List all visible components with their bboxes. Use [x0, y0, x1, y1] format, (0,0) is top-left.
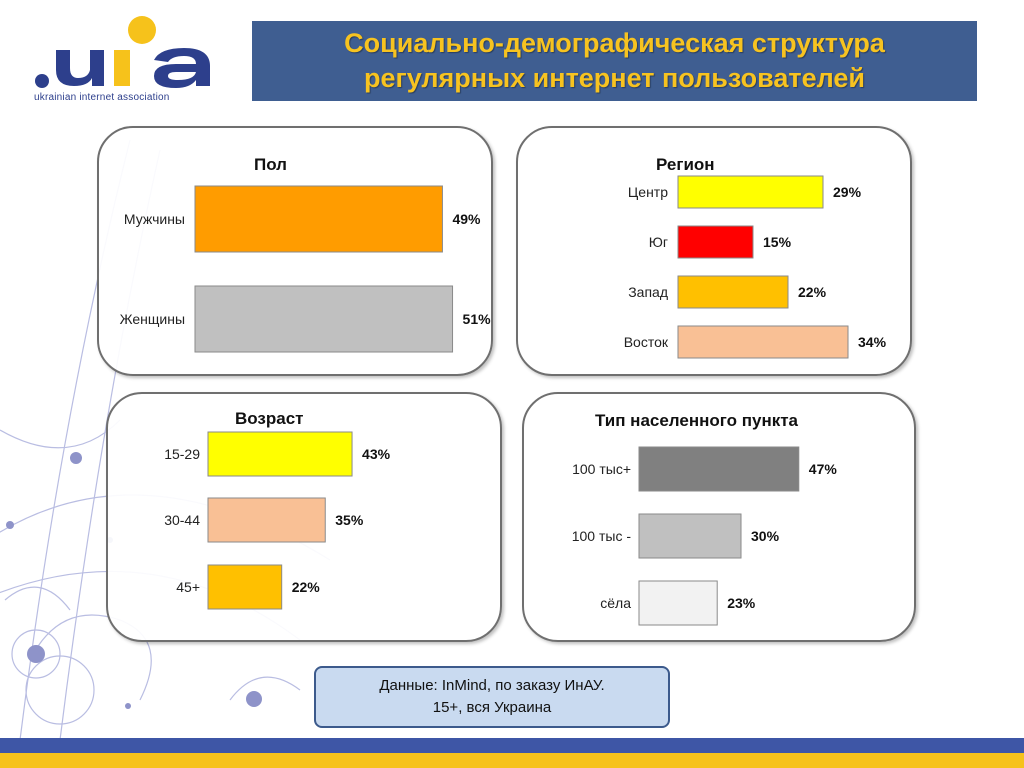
region-category-label-0: Центр — [628, 184, 668, 200]
region-chart-title: Регион — [656, 155, 715, 174]
region-bar-2 — [677, 275, 789, 309]
gender-value-label-0: 49% — [452, 211, 481, 227]
age-category-label-0: 15-29 — [164, 446, 200, 462]
gender-bar-1 — [194, 285, 454, 353]
gender-value-label-1: 51% — [463, 311, 492, 327]
region-value-label-0: 29% — [833, 184, 862, 200]
region-chart: Центр 29% Юг 15% Запад 22% Восток 34% — [624, 175, 887, 359]
settlement-category-label-0: 100 тыс+ — [572, 461, 631, 477]
settlement-bar-2 — [638, 580, 718, 626]
uia-logo: ukrainian internet association — [30, 12, 230, 104]
age-chart-panel: Возраст 15-29 43% 30-44 35% 45+ 22% — [106, 392, 502, 642]
age-value-label-1: 35% — [335, 512, 364, 528]
settlement-chart-title: Тип населенного пункта — [595, 411, 799, 430]
gender-chart: Мужчины 49% Женщины 51% — [120, 185, 492, 353]
settlement-bar-1 — [638, 513, 742, 559]
region-category-label-2: Запад — [628, 284, 668, 300]
settlement-chart: 100 тыс+ 47% 100 тыс - 30% сёла 23% — [572, 446, 838, 626]
age-value-label-2: 22% — [292, 579, 321, 595]
settlement-value-label-1: 30% — [751, 528, 780, 544]
title-line-1: Социально-демографическая структура — [344, 28, 885, 58]
age-bar-1 — [207, 497, 326, 543]
gender-chart-panel: Пол Мужчины 49% Женщины 51% — [97, 126, 493, 376]
age-category-label-1: 30-44 — [164, 512, 200, 528]
age-bar-0 — [207, 431, 353, 477]
region-chart-panel: Регион Центр 29% Юг 15% Запад 22% Восток 34% — [516, 126, 912, 376]
settlement-category-label-1: 100 тыс - — [572, 528, 632, 544]
region-bar-1 — [677, 225, 754, 259]
slide-title: Социально-демографическая структура регу… — [252, 21, 977, 101]
gender-chart-title: Пол — [254, 155, 287, 174]
region-value-label-1: 15% — [763, 234, 792, 250]
age-value-label-0: 43% — [362, 446, 391, 462]
age-chart-title: Возраст — [235, 409, 304, 428]
logo-caption: ukrainian internet association — [34, 92, 170, 103]
region-bar-0 — [677, 175, 824, 209]
uia-logo-mark — [35, 16, 210, 88]
gender-category-label-1: Женщины — [120, 311, 185, 327]
source-note: Данные: InMind, по заказу ИнАУ. 15+, вся… — [314, 666, 670, 728]
source-line-2: 15+, вся Украина — [432, 699, 552, 716]
settlement-value-label-0: 47% — [809, 461, 838, 477]
region-value-label-3: 34% — [858, 334, 887, 350]
region-category-label-1: Юг — [649, 234, 668, 250]
source-line-1: Данные: InMind, по заказу ИнАУ. — [379, 677, 605, 694]
age-bar-2 — [207, 564, 283, 610]
gender-bar-0 — [194, 185, 443, 253]
title-line-2: регулярных интернет пользователей — [363, 63, 866, 93]
region-category-label-3: Восток — [624, 334, 669, 350]
age-category-label-2: 45+ — [176, 579, 200, 595]
settlement-category-label-2: сёла — [600, 595, 631, 611]
settlement-value-label-2: 23% — [727, 595, 756, 611]
footer-stripe-yellow — [0, 753, 1024, 768]
region-bar-3 — [677, 325, 849, 359]
region-value-label-2: 22% — [798, 284, 827, 300]
settlement-chart-panel: Тип населенного пункта 100 тыс+ 47% 100 ты… — [522, 392, 916, 642]
footer-stripe-blue — [0, 738, 1024, 753]
gender-category-label-0: Мужчины — [124, 211, 185, 227]
settlement-bar-0 — [638, 446, 800, 492]
age-chart: 15-29 43% 30-44 35% 45+ 22% — [164, 431, 391, 610]
